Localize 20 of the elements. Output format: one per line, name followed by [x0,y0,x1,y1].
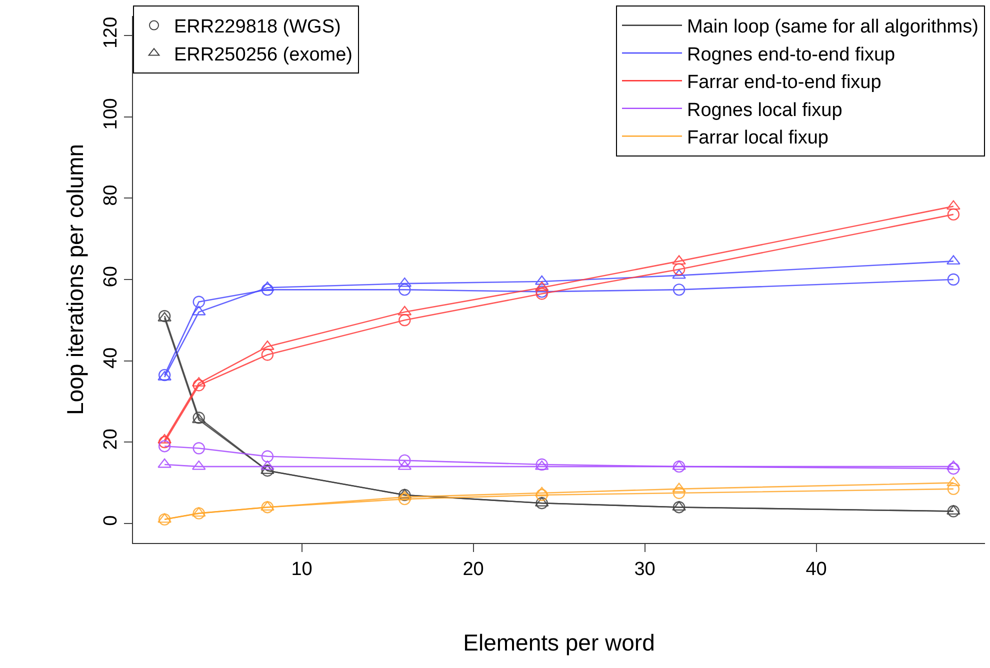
legend-label: Main loop (same for all algorithms) [687,16,978,38]
y-tick-label: 80 [100,184,122,206]
y-tick-label: 40 [100,347,122,369]
y-tick-label: 100 [100,98,122,130]
legend-label: Farrar end-to-end fixup [687,72,882,94]
x-tick-label: 30 [634,558,656,580]
legend-label: Farrar local fixup [687,128,828,149]
annotation: ERR229818 (WGS) [174,16,341,38]
y-tick-label: 0 [100,515,122,526]
annotation: ERR250256 (exome) [174,44,352,66]
x-tick-label: 20 [462,558,484,580]
x-axis-title: Elements per word [463,629,655,656]
y-tick-label: 60 [100,266,122,288]
y-tick-label: 20 [100,428,122,450]
x-tick-label: 10 [291,558,312,580]
y-axis-title: Loop iterations per column [62,144,88,416]
legend-label: Rognes end-to-end fixup [687,44,896,66]
legend-label: Rognes local fixup [687,100,842,121]
y-tick-label: 120 [100,16,122,49]
x-tick-label: 40 [806,558,827,580]
